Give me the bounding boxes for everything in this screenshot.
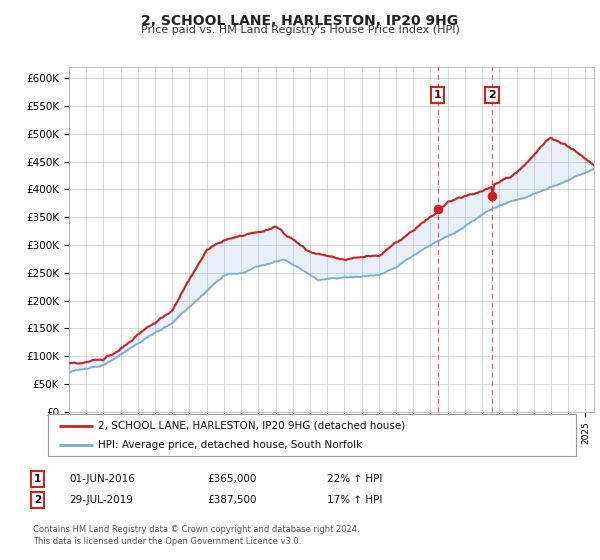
Text: Contains HM Land Registry data © Crown copyright and database right 2024.
This d: Contains HM Land Registry data © Crown c… xyxy=(33,525,359,546)
Text: 2, SCHOOL LANE, HARLESTON, IP20 9HG (detached house): 2, SCHOOL LANE, HARLESTON, IP20 9HG (det… xyxy=(98,421,406,431)
Text: 01-JUN-2016: 01-JUN-2016 xyxy=(69,474,135,484)
Text: £365,000: £365,000 xyxy=(207,474,256,484)
FancyBboxPatch shape xyxy=(48,414,576,456)
Text: 17% ↑ HPI: 17% ↑ HPI xyxy=(327,495,382,505)
Text: 1: 1 xyxy=(34,474,41,484)
Text: 2, SCHOOL LANE, HARLESTON, IP20 9HG: 2, SCHOOL LANE, HARLESTON, IP20 9HG xyxy=(142,14,458,28)
Text: 29-JUL-2019: 29-JUL-2019 xyxy=(69,495,133,505)
Text: 2: 2 xyxy=(34,495,41,505)
Text: 22% ↑ HPI: 22% ↑ HPI xyxy=(327,474,382,484)
Text: 2: 2 xyxy=(488,90,496,100)
Text: Price paid vs. HM Land Registry's House Price Index (HPI): Price paid vs. HM Land Registry's House … xyxy=(140,25,460,35)
Text: £387,500: £387,500 xyxy=(207,495,257,505)
Text: 1: 1 xyxy=(434,90,442,100)
Text: HPI: Average price, detached house, South Norfolk: HPI: Average price, detached house, Sout… xyxy=(98,440,362,450)
